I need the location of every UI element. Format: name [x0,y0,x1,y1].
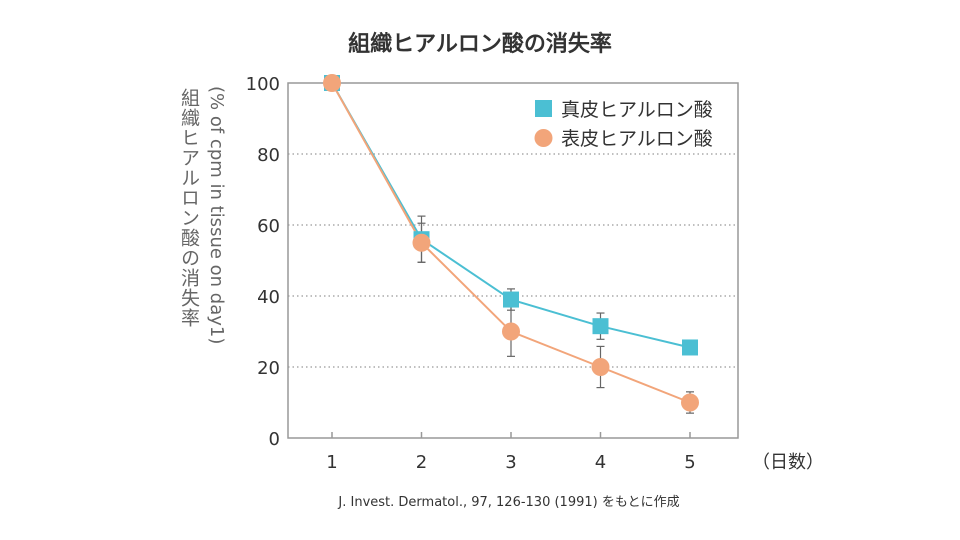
legend-label: 真皮ヒアルロン酸 [561,99,713,121]
data-point-circle [591,358,610,376]
y-tick-label: 80 [257,145,280,166]
legend-marker-circle [534,129,553,147]
data-point-circle [681,393,699,412]
y-tick-label: 20 [257,358,280,379]
x-tick-label: 2 [416,452,427,473]
data-point-circle [323,74,341,92]
x-tick-label: 4 [595,452,606,473]
y-axis-label-en: (% of cpm in tissue on day1) [206,86,227,345]
data-point-square [503,291,519,308]
chart-title: 組織ヒアルロン酸の消失率 [348,32,612,57]
legend-marker-square [535,100,552,117]
data-point-square [682,339,698,356]
x-tick-label: 3 [505,452,516,473]
data-point-circle [502,322,520,341]
data-point-circle [412,233,431,252]
x-axis-label: （日数） [752,452,824,473]
legend-label: 表皮ヒアルロン酸 [561,128,713,150]
x-tick-label: 5 [684,452,695,473]
data-point-square [592,318,609,335]
source-note: J. Invest. Dermatol., 97, 126-130 (1991)… [338,495,680,510]
x-tick-label: 1 [326,452,337,473]
plot-frame [287,82,739,439]
y-tick-label: 100 [246,74,280,95]
y-tick-label: 40 [257,287,280,308]
y-axis-label-jp: 組織ヒアルロン酸の消失率 [178,88,200,328]
y-tick-label: 60 [257,216,280,237]
y-tick-label: 0 [269,429,280,450]
